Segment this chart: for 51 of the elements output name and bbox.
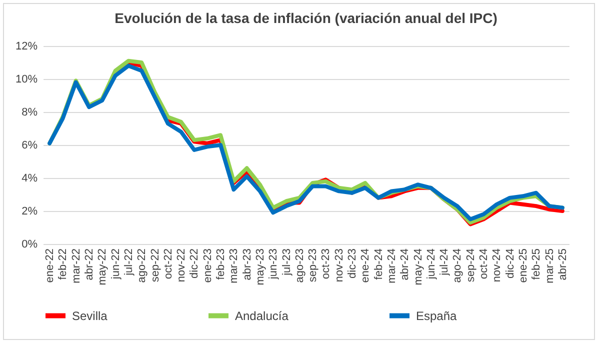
x-tick-label: may-23 xyxy=(254,248,266,286)
x-tick-label: oct-22 xyxy=(162,248,174,280)
x-tick-label: may-24 xyxy=(412,248,424,286)
x-tick-label: abr-24 xyxy=(399,248,412,280)
legend-label: España xyxy=(416,308,458,323)
x-tick-label: feb-23 xyxy=(215,248,228,280)
x-tick-label: ene-23 xyxy=(202,248,214,283)
x-tick-label: jun-22 xyxy=(110,248,122,280)
x-tick-label: mar-25 xyxy=(544,248,556,284)
x-tick-label: dic-22 xyxy=(188,248,201,278)
x-tick-label: mar-23 xyxy=(228,248,240,284)
y-tick-label: 2% xyxy=(22,206,38,218)
x-tick-label: sep-24 xyxy=(464,248,477,282)
x-tick-label: ago-23 xyxy=(294,248,306,283)
x-tick-label: mar-22 xyxy=(70,248,82,284)
x-tick-label: jun-23 xyxy=(268,248,280,280)
x-tick-label: nov-22 xyxy=(176,248,188,282)
x-tick-label: ago-22 xyxy=(136,248,148,283)
x-tick-label: jul-22 xyxy=(122,248,135,276)
x-tick-label: dic-23 xyxy=(346,248,359,278)
x-tick-label: dic-24 xyxy=(504,248,516,278)
x-tick-label: sep-23 xyxy=(307,248,320,282)
x-tick-label: jun-24 xyxy=(425,248,438,280)
x-tick-label: abr-22 xyxy=(84,248,96,280)
x-tick-label: ene-22 xyxy=(44,248,56,283)
x-tick-label: jul-24 xyxy=(438,248,451,276)
x-tick-label: oct-24 xyxy=(478,248,490,280)
legend-label: Sevilla xyxy=(72,308,108,323)
x-tick-label: nov-24 xyxy=(491,248,504,282)
x-tick-label: sep-22 xyxy=(149,248,162,282)
x-tick-label: abr-25 xyxy=(556,248,569,280)
y-tick-label: 4% xyxy=(22,172,38,184)
legend-label: Andalucía xyxy=(235,308,289,323)
x-tick-label: may-22 xyxy=(96,248,109,286)
y-tick-label: 6% xyxy=(22,140,38,152)
x-tick-label: ago-24 xyxy=(452,248,464,283)
y-tick-label: 0% xyxy=(22,238,38,250)
x-tick-label: ene-24 xyxy=(360,248,372,283)
y-tick-label: 12% xyxy=(15,40,38,52)
x-tick-label: feb-22 xyxy=(57,248,70,280)
y-tick-label: 8% xyxy=(22,106,38,118)
x-tick-label: ene-25 xyxy=(517,248,530,283)
chart-title: Evolución de la tasa de inflación (variación anual del IPC) xyxy=(114,10,498,26)
x-tick-label: nov-23 xyxy=(333,248,346,282)
y-tick-label: 10% xyxy=(15,74,38,86)
x-tick-label: jul-23 xyxy=(280,248,293,276)
x-tick-label: feb-24 xyxy=(372,248,385,280)
x-tick-label: abr-23 xyxy=(241,248,254,280)
x-tick-label: oct-23 xyxy=(320,248,332,280)
x-tick-label: mar-24 xyxy=(386,248,398,284)
x-tick-label: feb-25 xyxy=(530,248,543,280)
